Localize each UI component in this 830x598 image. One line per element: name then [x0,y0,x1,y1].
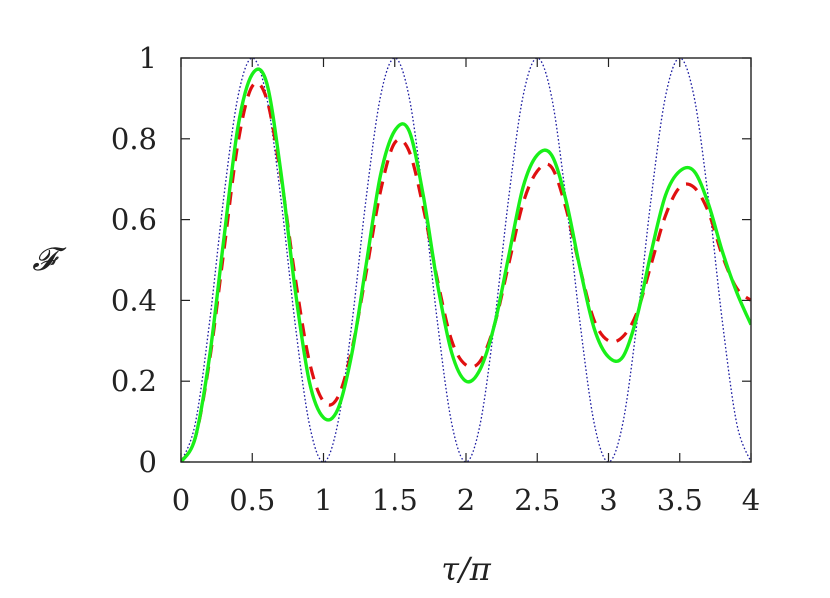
x-tick-label: 0.5 [229,483,275,517]
series-line-dashed [181,81,751,462]
x-tick-label: 3.5 [657,483,703,517]
y-tick-label: 0.2 [111,364,157,398]
tick-layer: 0 0.5 1 1.5 2 2.5 3 3.5 4 0 0.2 0.4 0.6 0.8 1 [111,41,760,517]
y-axis-title: 𝓕 [32,240,67,278]
x-tick-label: 2.5 [514,483,560,517]
y-tick-label: 0.6 [111,203,157,237]
y-tick-label: 0.4 [111,283,157,317]
y-tick-label: 1 [139,41,157,75]
x-tick-label: 3 [599,483,617,517]
x-axis-title: τ/π [441,550,491,588]
series-layer [181,58,751,462]
series-line-dotted [181,58,751,462]
y-tick-label: 0.8 [111,122,157,156]
series-line-solid [181,67,751,462]
x-tick-label: 0 [172,483,190,517]
x-tick-label: 1 [314,483,332,517]
x-tick-label: 1.5 [372,483,418,517]
x-tick-label: 4 [742,483,760,517]
plot-frame [180,57,752,463]
y-tick-label: 0 [139,445,157,479]
x-tick-label: 2 [457,483,475,517]
